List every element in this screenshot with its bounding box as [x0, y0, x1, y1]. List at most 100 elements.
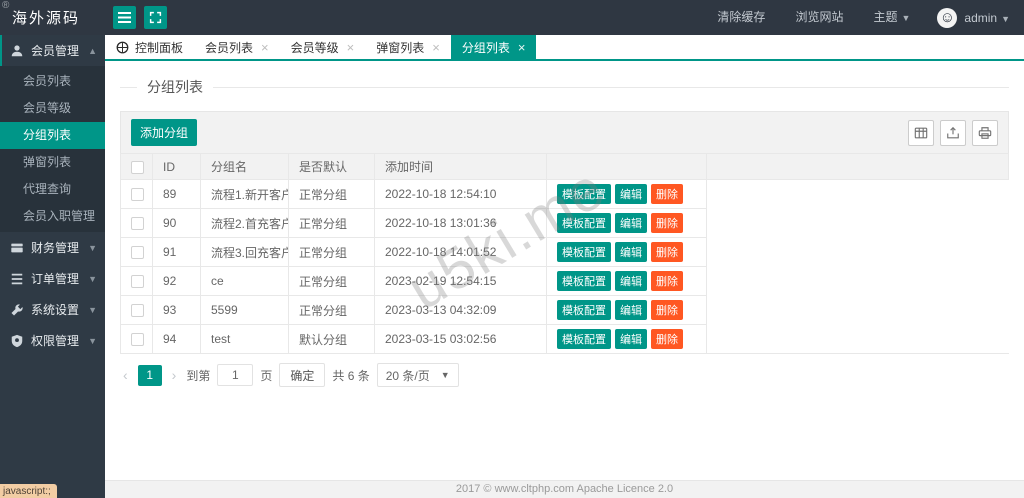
cell-actions: 模板配置 编辑 删除: [546, 179, 707, 209]
table-row: 93 5599 正常分组 2023-03-13 04:32:09 模板配置 编辑删…: [120, 295, 1009, 325]
template-config-button[interactable]: 模板配置: [557, 242, 611, 262]
sidebar-item-order-management[interactable]: 订单管理 ▼: [0, 263, 105, 294]
chevron-down-icon: ▼: [88, 242, 97, 253]
tab-bar: 控制面板 会员列表 × 会员等级 × 弹窗列表 × 分组列表 ×: [105, 35, 1024, 61]
table-row: 94 test 默认分组 2023-03-15 03:02:56 模板配置 编辑删…: [120, 324, 1009, 354]
avatar[interactable]: ☺: [937, 7, 958, 28]
edit-button[interactable]: 编辑: [615, 242, 647, 262]
order-icon: [10, 272, 24, 286]
cell-default: 正常分组: [288, 179, 375, 209]
chevron-down-icon: ▼: [901, 12, 911, 23]
fullscreen-button[interactable]: [144, 6, 167, 29]
cell-id: 90: [152, 208, 201, 238]
table-row: 90 流程2.首充客户 正常分组 2022-10-18 13:01:36 模板配…: [120, 208, 1009, 238]
chevron-down-icon: ▼: [88, 273, 97, 284]
template-config-button[interactable]: 模板配置: [557, 300, 611, 320]
tab-group-list[interactable]: 分组列表 ×: [450, 35, 537, 59]
columns-filter-button[interactable]: [908, 119, 934, 146]
sidebar-item-member-management[interactable]: 会员管理 ▲: [0, 35, 105, 66]
columns-filter-icon: [914, 126, 928, 140]
cell-name: 流程2.首充客户: [200, 208, 289, 238]
chevron-down-icon: ▼: [440, 370, 450, 380]
page-number-current[interactable]: 1: [137, 364, 162, 386]
tab-console[interactable]: 控制面板: [105, 35, 194, 59]
confirm-page-button[interactable]: 确定: [279, 363, 326, 387]
delete-button[interactable]: 删除: [651, 300, 683, 320]
browser-status-tooltip: javascript:;: [0, 484, 57, 498]
theme-dropdown[interactable]: 主题 ▼: [873, 9, 911, 24]
edit-button[interactable]: 编辑: [615, 184, 647, 204]
chevron-down-icon: ▼: [88, 335, 97, 346]
close-icon[interactable]: ×: [261, 39, 269, 55]
cell-name: 流程1.新开客户: [200, 179, 289, 209]
template-config-button[interactable]: 模板配置: [557, 271, 611, 291]
print-button[interactable]: [972, 119, 998, 146]
table-row: 89 流程1.新开客户 正常分组 2022-10-18 12:54:10 模板配…: [120, 179, 1009, 209]
collapse-sidebar-button[interactable]: [113, 6, 136, 29]
edit-button[interactable]: 编辑: [615, 329, 647, 349]
sidebar-item-member-entry[interactable]: 会员入职管理: [23, 209, 96, 223]
close-icon[interactable]: ×: [432, 39, 440, 55]
finance-icon: [10, 241, 24, 255]
sidebar-item-member-list[interactable]: 会员列表: [23, 74, 72, 88]
close-icon[interactable]: ×: [346, 39, 355, 55]
close-icon[interactable]: ×: [517, 39, 526, 55]
column-header-filler: [706, 153, 1009, 180]
cell-default: 正常分组: [288, 295, 375, 325]
goto-label-prefix: 到第: [186, 368, 211, 383]
row-checkbox[interactable]: [131, 304, 144, 318]
chevron-up-icon: ▲: [88, 45, 97, 56]
select-all-checkbox[interactable]: [131, 160, 144, 174]
delete-button[interactable]: 删除: [651, 329, 683, 349]
template-config-button[interactable]: 模板配置: [557, 329, 611, 349]
browse-site-link[interactable]: 浏览网站: [795, 10, 844, 24]
sidebar-item-finance-management[interactable]: 财务管理 ▼: [0, 232, 105, 263]
prev-page-button[interactable]: ‹: [123, 367, 128, 383]
edit-button[interactable]: 编辑: [615, 271, 647, 291]
row-checkbox[interactable]: [131, 275, 144, 289]
export-button[interactable]: [940, 119, 966, 146]
chevron-down-icon: ▼: [88, 304, 97, 315]
next-page-button[interactable]: ›: [171, 367, 177, 383]
sidebar-item-group-list[interactable]: 分组列表: [0, 122, 105, 149]
cell-default: 默认分组: [288, 324, 375, 354]
total-count-label: 共 6 条: [332, 368, 370, 383]
tab-popup-list[interactable]: 弹窗列表 ×: [376, 39, 440, 55]
sidebar-item-system-settings[interactable]: 系统设置 ▼: [0, 294, 105, 325]
hamburger-icon: [118, 12, 131, 23]
row-checkbox[interactable]: [131, 246, 144, 260]
add-group-button[interactable]: 添加分组: [131, 119, 198, 146]
cell-actions: 模板配置 编辑 删除: [546, 324, 707, 354]
user-dropdown[interactable]: admin ▼: [964, 10, 1010, 25]
cell-time: 2023-03-15 03:02:56: [374, 324, 547, 354]
row-checkbox[interactable]: [131, 188, 144, 202]
sidebar-item-permission-management[interactable]: 权限管理 ▼: [0, 325, 105, 356]
sidebar-item-popup-list[interactable]: 弹窗列表: [23, 155, 72, 169]
print-icon: [978, 126, 992, 140]
top-navbar: 海外源码 清除缓存 浏览网站 主题 ▼ ☺ admin ▼: [0, 0, 1024, 35]
sidebar-item-agent-query[interactable]: 代理查询: [23, 182, 72, 196]
page-size-select[interactable]: 20 条/页 ▼: [376, 363, 459, 387]
table-row: 92 ce 正常分组 2023-02-19 12:54:15 模板配置 编辑 删除: [120, 266, 1009, 296]
row-checkbox[interactable]: [131, 217, 144, 231]
tab-member-list[interactable]: 会员列表 ×: [205, 39, 269, 55]
delete-button[interactable]: 删除: [651, 184, 683, 204]
column-header-time: 添加时间: [374, 153, 547, 180]
delete-button[interactable]: 删除: [651, 271, 683, 291]
user-icon: [10, 44, 24, 58]
tab-member-level[interactable]: 会员等级 ×: [290, 39, 355, 55]
edit-button[interactable]: 编辑: [615, 213, 647, 233]
template-config-button[interactable]: 模板配置: [557, 213, 611, 233]
cell-time: 2023-03-13 04:32:09: [374, 295, 547, 325]
goto-page-input[interactable]: [217, 364, 254, 386]
sidebar-item-member-level[interactable]: 会员等级: [23, 101, 72, 115]
clear-cache-link[interactable]: 清除缓存: [717, 10, 766, 24]
row-checkbox[interactable]: [131, 333, 144, 347]
edit-button[interactable]: 编辑: [615, 300, 647, 320]
template-config-button[interactable]: 模板配置: [557, 184, 611, 204]
delete-button[interactable]: 删除: [651, 242, 683, 262]
cell-name: ce: [200, 266, 289, 296]
cell-time: 2022-10-18 12:54:10: [374, 179, 547, 209]
cell-default: 正常分组: [288, 237, 375, 267]
delete-button[interactable]: 删除: [651, 213, 683, 233]
